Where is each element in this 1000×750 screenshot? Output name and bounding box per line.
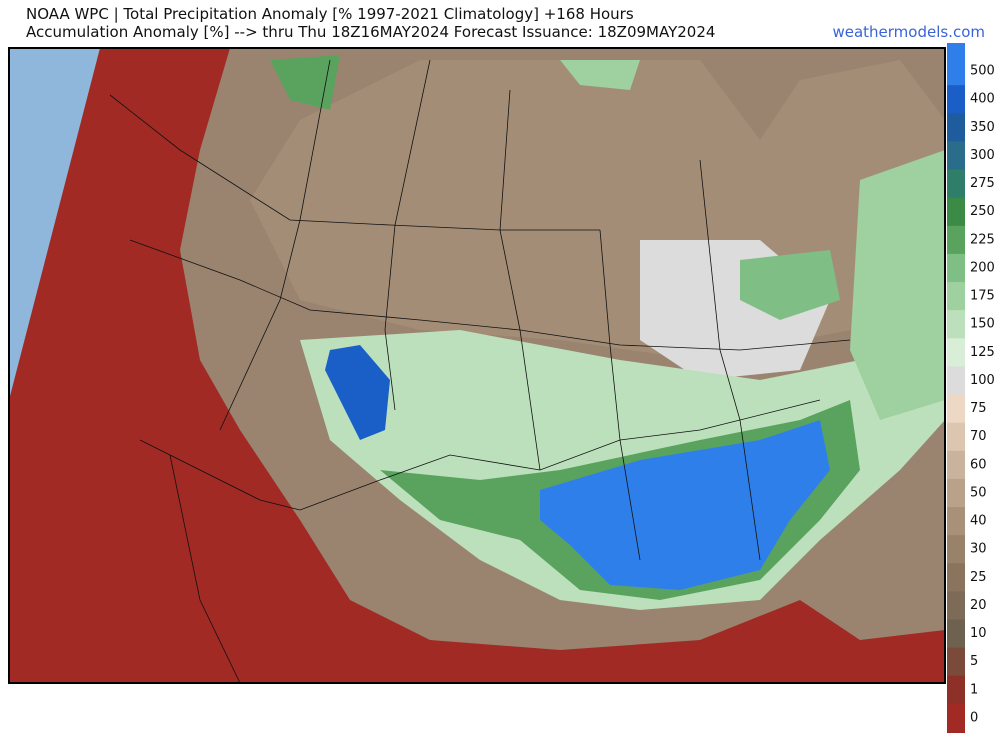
colorbar-cell xyxy=(947,338,965,368)
map xyxy=(8,47,946,684)
colorbar-label: 20 xyxy=(970,598,987,613)
title-line2: Accumulation Anomaly [%] --> thru Thu 18… xyxy=(26,23,715,41)
colorbar-cell xyxy=(947,647,965,677)
colorbar-cell xyxy=(947,591,965,621)
colorbar-cell xyxy=(947,43,965,59)
colorbar-label: 500 xyxy=(970,64,995,79)
colorbar-cell xyxy=(947,507,965,537)
colorbar-cell xyxy=(947,394,965,424)
colorbar-label: 5 xyxy=(970,654,978,669)
colorbar-label: 225 xyxy=(970,232,995,247)
colorbar-cell xyxy=(947,422,965,452)
source: weathermodels.com xyxy=(832,23,985,41)
colorbar-cell xyxy=(947,141,965,171)
colorbar-label: 30 xyxy=(970,542,987,557)
colorbar-label: 400 xyxy=(970,92,995,107)
colorbar-cell xyxy=(947,85,965,115)
colorbar-cell xyxy=(947,619,965,649)
colorbar-label: 150 xyxy=(970,317,995,332)
colorbar-cell xyxy=(947,563,965,593)
colorbar-cell xyxy=(947,113,965,143)
colorbar-label: 10 xyxy=(970,626,987,641)
colorbar-cell xyxy=(947,57,965,87)
colorbar-label: 275 xyxy=(970,176,995,191)
colorbar-label: 175 xyxy=(970,289,995,304)
colorbar-cell xyxy=(947,703,965,733)
colorbar: 5004003503002752502252001751501251007570… xyxy=(947,43,995,733)
colorbar-label: 250 xyxy=(970,204,995,219)
colorbar-cell xyxy=(947,450,965,480)
colorbar-label: 70 xyxy=(970,429,987,444)
colorbar-label: 350 xyxy=(970,120,995,135)
colorbar-cell xyxy=(947,675,965,705)
colorbar-label: 75 xyxy=(970,401,987,416)
colorbar-label: 40 xyxy=(970,514,987,529)
colorbar-label: 1 xyxy=(970,682,978,697)
colorbar-label: 300 xyxy=(970,148,995,163)
colorbar-label: 100 xyxy=(970,373,995,388)
colorbar-label: 125 xyxy=(970,345,995,360)
colorbar-label: 50 xyxy=(970,485,987,500)
colorbar-cell xyxy=(947,478,965,509)
colorbar-cell xyxy=(947,197,965,227)
colorbar-cell xyxy=(947,282,965,312)
colorbar-label: 200 xyxy=(970,260,995,275)
colorbar-cell xyxy=(947,225,965,255)
colorbar-cell xyxy=(947,169,965,199)
colorbar-cell xyxy=(947,366,965,396)
colorbar-cell xyxy=(947,253,965,284)
colorbar-cell xyxy=(947,310,965,340)
colorbar-cell xyxy=(947,535,965,565)
title-line1: NOAA WPC | Total Precipitation Anomaly [… xyxy=(26,5,634,23)
colorbar-label: 60 xyxy=(970,457,987,472)
colorbar-label: 25 xyxy=(970,570,987,585)
colorbar-label: 0 xyxy=(970,710,978,725)
